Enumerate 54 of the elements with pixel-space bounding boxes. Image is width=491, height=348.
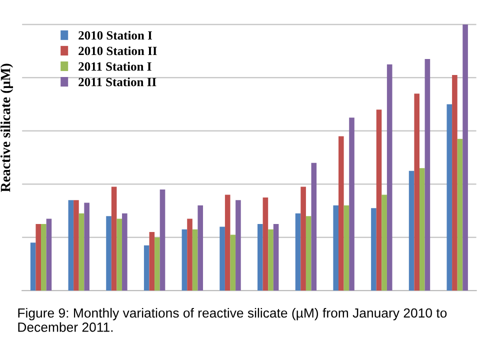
bar: [122, 213, 128, 291]
bar: [452, 75, 458, 291]
bar: [111, 186, 117, 291]
bar: [154, 237, 160, 291]
bar: [224, 194, 230, 291]
bar: [344, 205, 350, 291]
bar: [462, 24, 468, 291]
bar: [84, 202, 90, 291]
bar: [382, 194, 387, 291]
bar: [295, 213, 301, 291]
bar: [414, 94, 420, 291]
bar: [273, 224, 279, 291]
bar: [192, 229, 198, 291]
bar: [268, 229, 274, 291]
legend-label: 2011 Station II: [78, 77, 156, 86]
bar: [78, 213, 84, 291]
bar: [420, 168, 425, 291]
bar: [386, 64, 392, 291]
legend-label: 2010 Station I: [78, 30, 152, 40]
bar: [408, 170, 414, 291]
bar: [446, 104, 452, 291]
bar: [187, 218, 192, 291]
bar: [236, 200, 241, 291]
bar: [46, 218, 52, 291]
bar: [41, 224, 46, 291]
bar: [30, 242, 36, 291]
bar: [198, 205, 204, 291]
bar: [144, 245, 150, 291]
bar: [306, 216, 312, 291]
bar: [36, 224, 42, 291]
bar: [457, 138, 463, 291]
bar: [349, 118, 354, 291]
bar: [424, 59, 430, 291]
legend-label: 2011 Station I: [78, 62, 152, 71]
bar: [220, 226, 225, 291]
bar: [262, 197, 268, 291]
bar: [300, 186, 306, 291]
legend-label: 2010 Station II: [78, 46, 157, 56]
bar: [230, 234, 236, 291]
bar: [258, 224, 263, 291]
bar: [74, 200, 79, 291]
bar: [311, 162, 317, 291]
bar: [182, 229, 188, 291]
bar: [149, 232, 155, 291]
bar: [376, 110, 382, 291]
y-axis-title: Reactive silicate (µM): [0, 64, 14, 192]
bar: [68, 200, 74, 291]
bar: [106, 216, 112, 291]
bar: [160, 189, 166, 291]
bar: [338, 136, 344, 291]
bar: [116, 218, 122, 291]
bar: [371, 208, 376, 291]
caption: Figure 9: Monthly variations of reactive silicate (µM) from January 2010 to December 2011.: [18, 308, 447, 332]
bar: [333, 205, 339, 291]
